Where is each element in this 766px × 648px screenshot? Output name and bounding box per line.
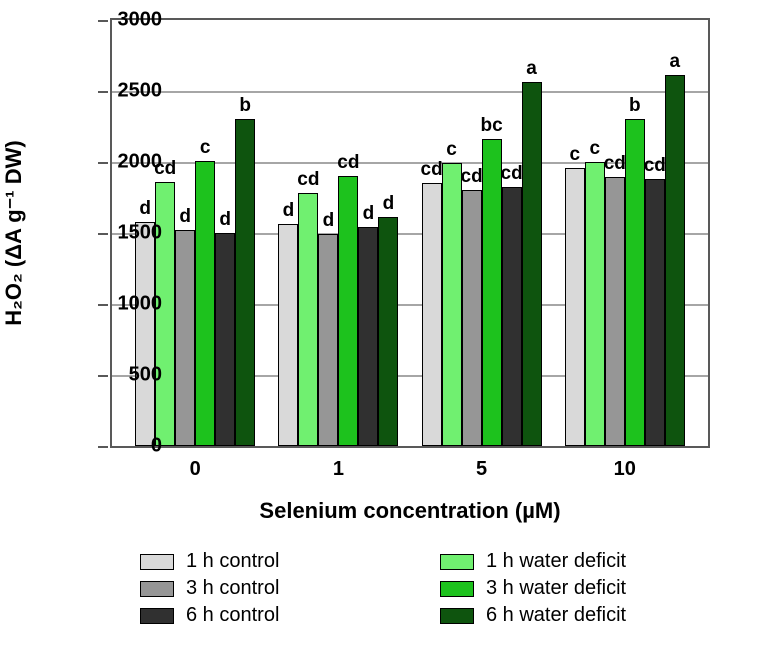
ytick-label: 1500 xyxy=(102,222,162,245)
x-axis-label: Selenium concentration (µM) xyxy=(110,498,710,524)
ytick-label: 3000 xyxy=(102,9,162,32)
bar xyxy=(318,234,338,446)
xtick-label: 10 xyxy=(614,458,636,481)
bar-label: a xyxy=(670,51,681,73)
bar-label: c xyxy=(446,139,457,161)
bar-label: c xyxy=(200,137,211,159)
bar xyxy=(605,177,625,446)
bar xyxy=(338,176,358,446)
ytick-label: 0 xyxy=(102,435,162,458)
gridline xyxy=(112,91,708,93)
bar-label: d xyxy=(363,203,375,225)
bar xyxy=(278,224,298,446)
legend-label: 6 h control xyxy=(186,604,279,627)
bar xyxy=(135,222,155,446)
bar-label: d xyxy=(283,200,295,222)
legend-item: 1 h control xyxy=(140,550,400,573)
bar-label: d xyxy=(323,210,335,232)
legend-item: 6 h water deficit xyxy=(440,604,700,627)
legend-label: 3 h control xyxy=(186,577,279,600)
legend-item: 1 h water deficit xyxy=(440,550,700,573)
bar-label: bc xyxy=(481,115,503,137)
bar xyxy=(645,179,665,446)
bar xyxy=(462,190,482,446)
legend-label: 1 h water deficit xyxy=(486,550,626,573)
legend-swatch xyxy=(140,554,174,570)
bar-label: d xyxy=(219,209,231,231)
legend-item: 6 h control xyxy=(140,604,400,627)
bar-label: cd xyxy=(421,159,443,181)
bar-label: b xyxy=(629,95,641,117)
bar xyxy=(298,193,318,446)
bar xyxy=(358,227,378,446)
xtick-label: 5 xyxy=(476,458,487,481)
plot-area: dcddcdbdcddcdddcdccdbccdacccdbcda xyxy=(110,18,710,448)
bar xyxy=(175,230,195,446)
legend-label: 3 h water deficit xyxy=(486,577,626,600)
ytick-label: 1000 xyxy=(102,293,162,316)
bar xyxy=(585,162,605,446)
legend-swatch xyxy=(140,608,174,624)
legend-swatch xyxy=(140,581,174,597)
bar xyxy=(195,161,215,446)
bar xyxy=(565,168,585,446)
bar xyxy=(522,82,542,446)
bar-label: d xyxy=(383,193,395,215)
ytick-label: 2500 xyxy=(102,80,162,103)
bar xyxy=(378,217,398,446)
y-axis-label: H₂O₂ (ΔA g⁻¹ DW) xyxy=(1,140,27,325)
bar xyxy=(442,163,462,446)
legend-swatch xyxy=(440,554,474,570)
xtick-label: 0 xyxy=(190,458,201,481)
legend: 1 h control 1 h water deficit 3 h control 3… xyxy=(140,550,700,627)
legend-label: 6 h water deficit xyxy=(486,604,626,627)
legend-swatch xyxy=(440,581,474,597)
legend-label: 1 h control xyxy=(186,550,279,573)
bar-label: cd xyxy=(337,152,359,174)
bar-label: d xyxy=(139,198,151,220)
xtick-label: 1 xyxy=(333,458,344,481)
legend-item: 3 h control xyxy=(140,577,400,600)
legend-swatch xyxy=(440,608,474,624)
bar-label: cd xyxy=(644,155,666,177)
bar-label: cd xyxy=(297,169,319,191)
bar-label: cd xyxy=(501,163,523,185)
ytick-label: 2000 xyxy=(102,151,162,174)
bar xyxy=(665,75,685,446)
bar xyxy=(502,187,522,446)
bar-label: cd xyxy=(604,153,626,175)
bar-label: cd xyxy=(461,166,483,188)
bar xyxy=(625,119,645,446)
bar xyxy=(215,233,235,446)
bar xyxy=(482,139,502,446)
bar-label: d xyxy=(179,206,191,228)
bar-label: c xyxy=(590,138,601,160)
ytick-label: 500 xyxy=(102,364,162,387)
bar-label: c xyxy=(570,144,581,166)
bar xyxy=(422,183,442,446)
bar-label: b xyxy=(239,95,251,117)
bar-label: a xyxy=(526,58,537,80)
legend-item: 3 h water deficit xyxy=(440,577,700,600)
bar xyxy=(235,119,255,446)
